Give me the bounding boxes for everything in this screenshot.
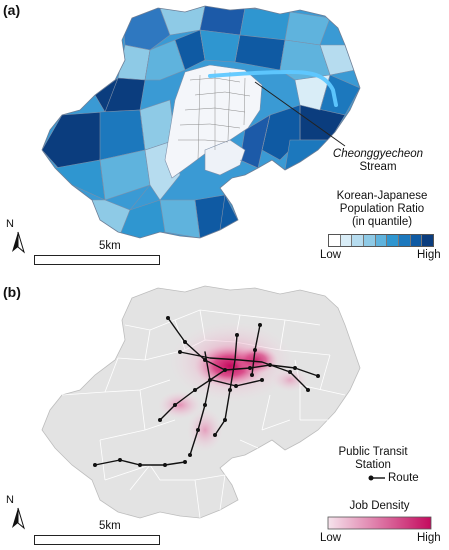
legend-a-swatch-5 xyxy=(387,235,400,246)
scale-label-a: 5km xyxy=(99,240,121,252)
transit-legend-symbol xyxy=(368,475,385,481)
legend-a-swatch-1 xyxy=(340,235,353,246)
transit-label-2: Station xyxy=(355,459,391,471)
panel-b-map xyxy=(12,285,432,530)
legend-a-title-1: Korean-Japanese xyxy=(336,190,428,202)
panel-b-label: (b) xyxy=(3,284,21,300)
legend-a-swatch-0 xyxy=(329,235,341,246)
stream-annotation-subtitle: Stream xyxy=(359,161,397,173)
scale-label-b: 5km xyxy=(99,520,121,532)
job-density-legend-bar xyxy=(327,516,432,530)
legend-a-swatch-2 xyxy=(352,235,365,246)
legend-a-low: Low xyxy=(320,249,342,261)
job-density-legend-title: Job Density xyxy=(349,500,410,512)
legend-a-swatch-6 xyxy=(399,235,411,246)
legend-b-high: High xyxy=(417,532,441,544)
stream-leader-line xyxy=(254,81,346,147)
legend-a-swatch-4 xyxy=(375,235,388,246)
scale-bar-a xyxy=(34,255,160,265)
north-label-a: N xyxy=(6,218,14,230)
north-arrow-icon xyxy=(12,507,25,530)
legend-a-title-3: (in quantile) xyxy=(351,216,413,228)
legend-a-swatch-8 xyxy=(422,235,434,246)
legend-a-high: High xyxy=(417,249,441,261)
north-arrow-icon xyxy=(12,231,25,254)
legend-b-low: Low xyxy=(320,532,342,544)
scale-bar-b xyxy=(34,535,160,545)
panel-a-map xyxy=(12,5,361,254)
panel-a-label: (a) xyxy=(3,2,21,18)
legend-a-color-bar xyxy=(328,234,434,247)
north-label-b: N xyxy=(6,494,14,506)
stream-annotation-title: Cheonggyecheon xyxy=(332,148,424,160)
transit-label-1: Public Transit xyxy=(338,446,408,458)
legend-a-swatch-3 xyxy=(364,235,376,246)
route-label: Route xyxy=(388,472,419,484)
legend-a-title-2: Population Ratio xyxy=(339,203,425,215)
legend-a-swatch-7 xyxy=(410,235,423,246)
cheonggyecheon-stream xyxy=(208,69,338,107)
